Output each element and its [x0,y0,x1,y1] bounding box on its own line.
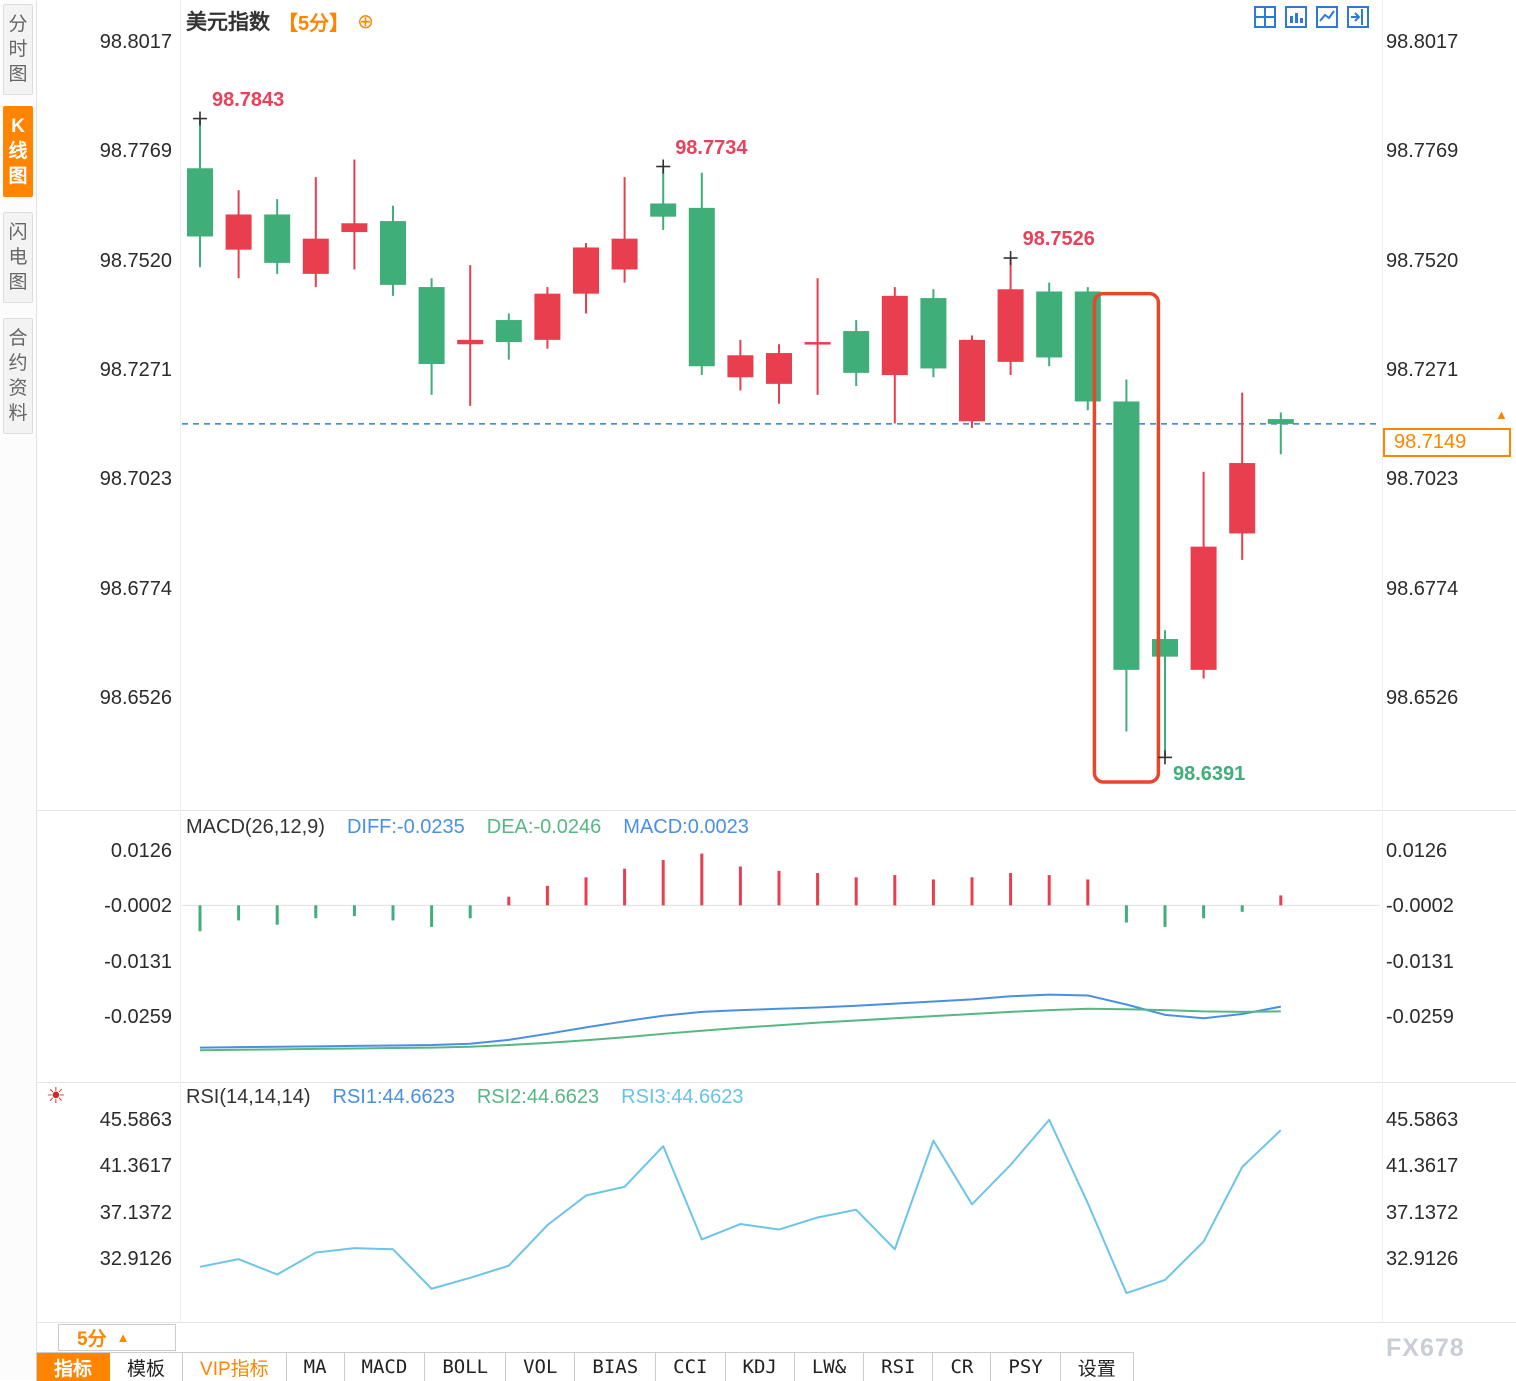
panel-divider [36,1322,1516,1323]
toolbar-item-vol[interactable]: VOL [506,1353,576,1381]
bar-chart-window-icon[interactable] [1284,5,1308,29]
sidebar-tab-time-chart[interactable]: 分时图 [3,4,33,95]
period-up-arrow-icon: ▲ [116,1330,130,1345]
bottom-toolbar: 指标 模板 VIP指标 MA MACD BOLL VOL BIAS CCI KDJ LW& RSI CR… [36,1352,1134,1381]
period-label: 5分 [77,1329,107,1350]
rsi2-value: RSI2:44.6623 [476,1086,600,1108]
axis-tick-label: 98.7023 [1386,468,1459,491]
chart-title: 美元指数 [186,11,270,34]
current-price-tag: 98.7149 [1383,427,1511,457]
axis-tick-label: -0.0259 [1386,1006,1454,1028]
axis-tick-label: -0.0002 [1386,895,1454,918]
axis-tick-label: 32.9126 [99,1248,172,1270]
axis-tick-label: 0.0126 [110,840,172,862]
axis-tick-label: 98.8017 [1386,31,1459,53]
period-selector[interactable]: 5分 ▲ [58,1324,176,1351]
macd-hist-value: MACD:0.0023 [623,816,749,838]
high-price-annotation: 98.7526 [1022,228,1095,251]
macd-dea-value: DEA:-0.0246 [486,816,602,838]
axis-tick-label: 45.5863 [99,1109,172,1131]
chart-header: 美元指数 【5分】 ⊕ [186,6,374,36]
toolbar-item-ma[interactable]: MA [286,1353,345,1381]
toolbar-item-settings[interactable]: 设置 [1060,1353,1134,1381]
price-axis-left: 98.8017 98.7769 98.7520 98.7271 98.7023 98.67… [60,0,172,1322]
axis-divider [180,0,181,1322]
toolbar-item-indicators[interactable]: 指标 [37,1353,111,1381]
toolbar-item-cr[interactable]: CR [933,1353,992,1381]
toolbar-item-psy[interactable]: PSY [991,1353,1061,1381]
axis-tick-label: -0.0002 [104,895,172,918]
line-chart-window-icon[interactable] [1315,5,1339,29]
sidebar-tab-kline-chart[interactable]: K线图 [3,106,33,197]
toolbar-item-macd[interactable]: MACD [344,1353,426,1381]
axis-tick-label: 98.8017 [99,31,172,53]
toolbar-item-rsi[interactable]: RSI [864,1353,934,1381]
axis-divider [1382,0,1383,1322]
axis-tick-label: 98.7271 [1386,359,1459,382]
axis-tick-label: 98.6774 [1386,577,1459,600]
axis-tick-label: 37.1372 [99,1201,172,1224]
toolbar-item-boll[interactable]: BOLL [425,1353,507,1381]
macd-diff-value: DIFF:-0.0235 [346,816,465,838]
chart-period-tag: 【5分】 [278,12,350,35]
axis-tick-label: 98.7520 [99,249,172,272]
macd-legend: MACD(26,12,9) DIFF:-0.0235 DEA:-0.0246 M… [186,816,749,839]
price-axis-right: 98.8017 98.7769 98.7520 98.7271 98.7023 98.67… [1386,0,1508,1322]
axis-tick-label: -0.0259 [104,1006,172,1028]
toolbar-item-lw[interactable]: LW& [794,1353,865,1381]
axis-tick-label: 98.6526 [99,687,172,709]
high-price-annotation: 98.7734 [675,136,748,159]
axis-tick-label: 41.3617 [99,1155,172,1178]
panel-divider [36,810,1516,811]
axis-tick-label: 98.7520 [1386,249,1459,272]
axis-tick-label: 45.5863 [1386,1109,1459,1131]
watermark: FX678 [1386,1334,1465,1362]
price-up-arrow-icon: ▲ [1495,406,1508,422]
sidebar-tab-contract-info[interactable]: 合约资料 [3,318,33,434]
toolbar-item-kdj[interactable]: KDJ [725,1353,795,1381]
axis-tick-label: 98.6774 [99,577,172,600]
axis-tick-label: 41.3617 [1386,1155,1459,1178]
axis-tick-label: 98.7769 [99,140,172,163]
add-indicator-icon[interactable]: ⊕ [357,10,374,33]
rsi1-value: RSI1:44.6623 [332,1086,455,1108]
sidebar: 分时图 K线图 闪电图 合约资料 [0,0,37,1380]
axis-tick-label: 98.7023 [99,468,172,491]
axis-tick-label: 32.9126 [1386,1248,1459,1270]
axis-tick-label: 0.0126 [1386,840,1448,862]
toolbar-item-templates[interactable]: 模板 [110,1353,184,1381]
axis-tick-label: 37.1372 [1386,1201,1459,1224]
axis-tick-label: 98.6526 [1386,687,1459,709]
axis-tick-label: -0.0131 [104,950,172,973]
rsi3-value: RSI3:44.6623 [621,1086,744,1108]
axis-tick-label: -0.0131 [1386,950,1454,973]
sun-icon[interactable]: ☀ [46,1083,66,1108]
toolbar-item-cci[interactable]: CCI [656,1353,726,1381]
axis-tick-label: 98.7271 [99,359,172,382]
axis-tick-label: 98.7769 [1386,140,1459,163]
toolbar-item-bias[interactable]: BIAS [575,1353,657,1381]
high-price-annotation: 98.7843 [212,88,285,111]
low-price-annotation: 98.6391 [1173,763,1246,786]
layout-grid-icon[interactable] [1253,5,1277,29]
sidebar-tab-flash-chart[interactable]: 闪电图 [3,212,33,303]
macd-params: MACD(26,12,9) [186,816,325,838]
rsi-params: RSI(14,14,14) [186,1086,311,1108]
rsi-legend: RSI(14,14,14) RSI1:44.6623 RSI2:44.6623 … [186,1086,744,1109]
toolbar-item-vip-indicators[interactable]: VIP指标 [183,1353,287,1381]
header-icon-group [1253,5,1370,29]
next-chart-icon[interactable] [1346,5,1370,29]
panel-divider [36,1082,1516,1083]
